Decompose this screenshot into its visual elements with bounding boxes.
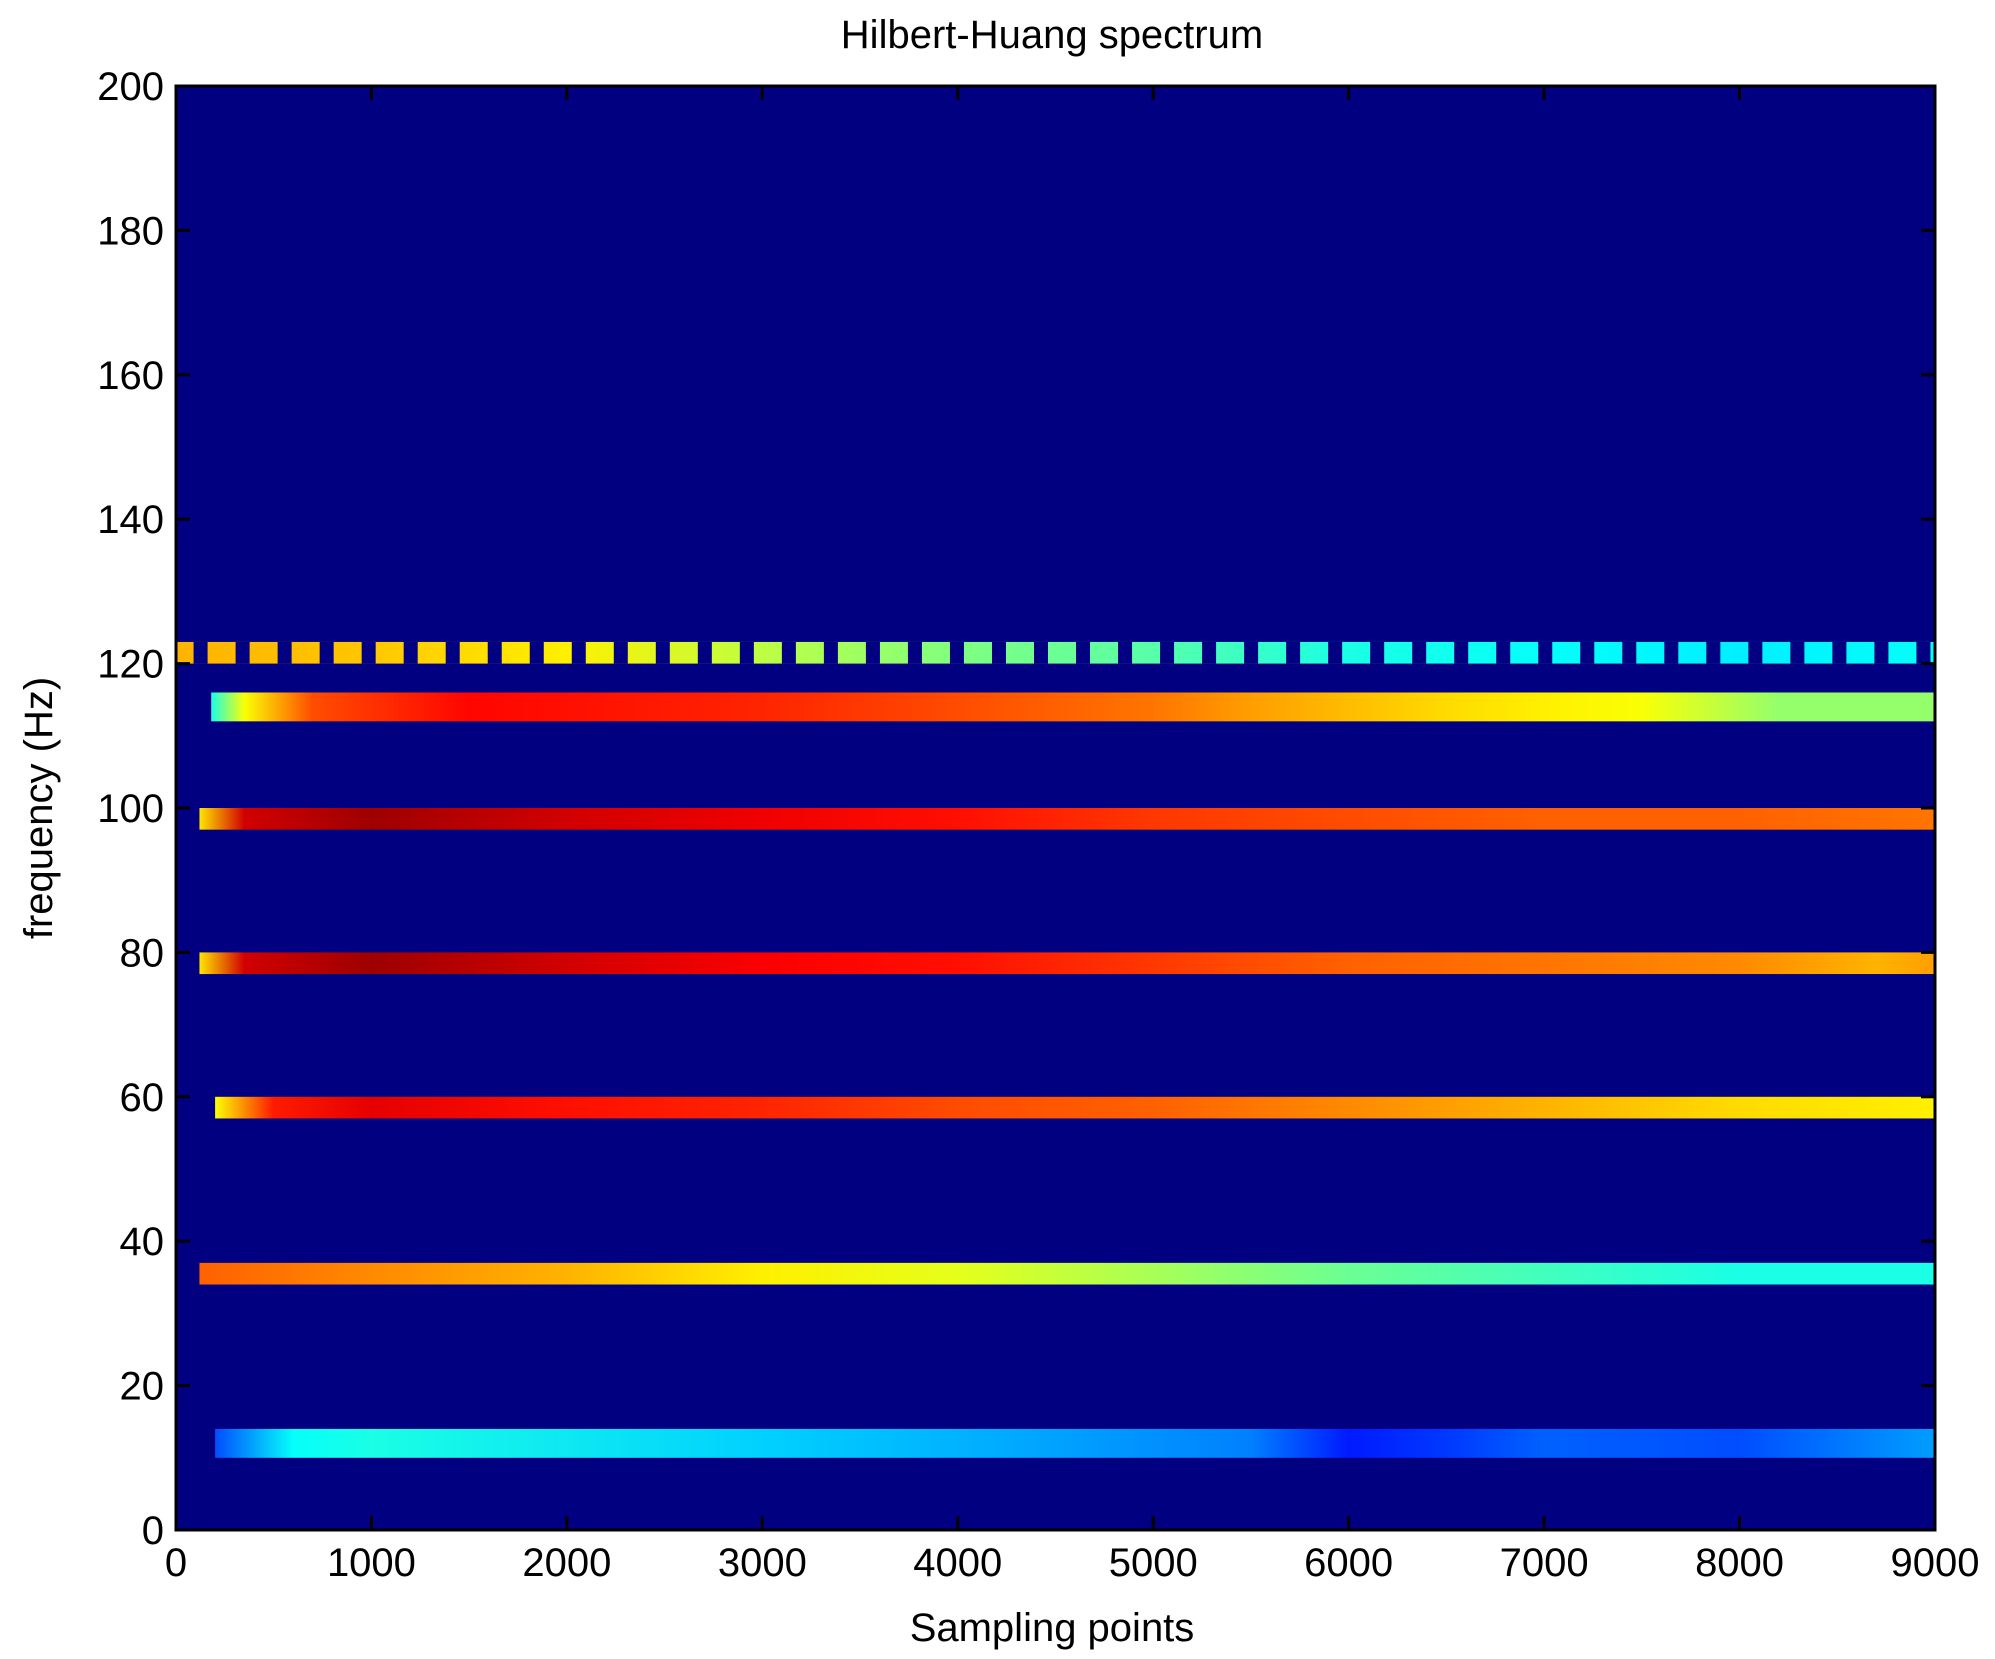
- band-gap: [1202, 641, 1217, 664]
- band-gap: [1370, 641, 1385, 664]
- y-tick-label: 100: [97, 787, 164, 831]
- band-gap: [655, 641, 670, 664]
- y-tick-label: 160: [97, 354, 164, 398]
- band-gap: [1412, 641, 1427, 664]
- y-tick-label: 20: [120, 1365, 165, 1409]
- band-gap: [823, 641, 838, 664]
- y-tick-label: 0: [142, 1509, 164, 1553]
- x-tick-label: 2000: [522, 1541, 611, 1585]
- band-gap: [1790, 641, 1805, 664]
- band-gap: [907, 641, 922, 664]
- band-gap: [1748, 641, 1763, 664]
- band-gap: [1706, 641, 1721, 664]
- x-tick-label: 7000: [1500, 1541, 1589, 1585]
- band-gap: [1034, 641, 1049, 664]
- x-tick-label: 0: [165, 1541, 187, 1585]
- band-gap: [1118, 641, 1133, 664]
- band-gap: [1832, 641, 1847, 664]
- x-tick-label: 3000: [718, 1541, 807, 1585]
- band-gap: [991, 641, 1006, 664]
- band-gap: [361, 641, 376, 664]
- band-gap: [1580, 641, 1595, 664]
- band-gap: [1664, 641, 1679, 664]
- x-tick-label: 4000: [913, 1541, 1002, 1585]
- band-gap: [1874, 641, 1889, 664]
- frequency-band-34-37hz: [199, 1262, 1935, 1285]
- plot-area: [174, 84, 1937, 1532]
- band-gap: [319, 641, 334, 664]
- y-tick-label: 140: [97, 498, 164, 542]
- band-gap: [1244, 641, 1259, 664]
- y-tick-label: 120: [97, 643, 164, 687]
- y-tick-label: 180: [97, 209, 164, 253]
- y-axis: 0 20 40 60 80 100 120 140 160 180 200: [97, 65, 1935, 1553]
- y-axis-label: frequency (Hz): [17, 677, 61, 939]
- band-gap: [571, 641, 586, 664]
- x-tick-label: 9000: [1891, 1541, 1980, 1585]
- band-gap: [1622, 641, 1637, 664]
- x-tick-label: 1000: [327, 1541, 416, 1585]
- frequency-band-77-80hz: [199, 952, 1935, 975]
- band-gap: [235, 641, 250, 664]
- band-gap: [1916, 641, 1931, 664]
- x-tick-label: 8000: [1695, 1541, 1784, 1585]
- band-gap: [193, 641, 208, 664]
- x-tick-label: 6000: [1304, 1541, 1393, 1585]
- band-gap: [403, 641, 418, 664]
- frequency-band-10-14hz: [215, 1428, 1936, 1458]
- chart-title: Hilbert-Huang spectrum: [841, 13, 1263, 57]
- band-gap: [1538, 641, 1553, 664]
- band-gap: [487, 641, 502, 664]
- band-gap: [529, 641, 544, 664]
- x-axis-label: Sampling points: [910, 1606, 1195, 1650]
- band-gap: [1328, 641, 1343, 664]
- band-gap: [1160, 641, 1175, 664]
- x-axis: 0 1000 2000 3000 4000 5000 6000 7000 8000 9000: [165, 86, 1980, 1585]
- band-gap: [277, 641, 292, 664]
- frequency-band-57-60hz: [215, 1096, 1936, 1119]
- y-tick-label: 80: [120, 931, 165, 975]
- band-gap: [1454, 641, 1469, 664]
- band-gap: [613, 641, 628, 664]
- frequency-band-112-116hz: [211, 692, 1936, 722]
- band-gap: [949, 641, 964, 664]
- band-gap: [865, 641, 880, 664]
- band-gap: [781, 641, 796, 664]
- band-gap: [1496, 641, 1511, 664]
- band-gap: [445, 641, 460, 664]
- y-tick-label: 40: [120, 1220, 165, 1264]
- y-tick-label: 200: [97, 65, 164, 109]
- band-gap: [739, 641, 754, 664]
- band-gap: [1076, 641, 1091, 664]
- band-gap: [1286, 641, 1301, 664]
- frequency-band-97-100hz: [199, 808, 1935, 830]
- y-tick-label: 60: [120, 1076, 165, 1120]
- x-tick-label: 5000: [1109, 1541, 1198, 1585]
- band-gap: [697, 641, 712, 664]
